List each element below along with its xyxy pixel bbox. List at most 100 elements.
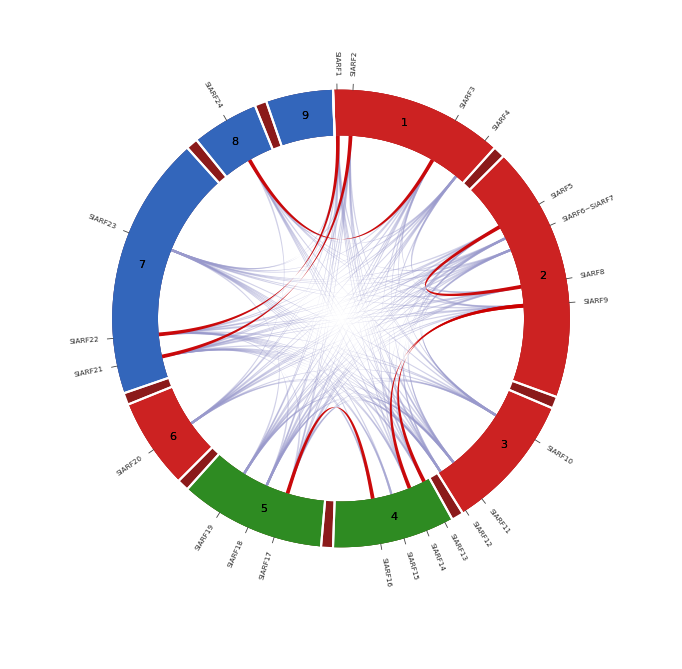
- Polygon shape: [389, 226, 500, 488]
- Polygon shape: [190, 159, 434, 424]
- Polygon shape: [248, 136, 352, 233]
- Polygon shape: [159, 332, 442, 472]
- Polygon shape: [404, 249, 511, 472]
- Polygon shape: [171, 249, 522, 297]
- Polygon shape: [286, 397, 455, 494]
- Polygon shape: [190, 159, 284, 424]
- Polygon shape: [171, 249, 425, 482]
- Text: 1: 1: [401, 118, 408, 128]
- Polygon shape: [402, 159, 524, 308]
- Text: SiARF20: SiARF20: [116, 455, 144, 477]
- Text: SiARF3: SiARF3: [460, 85, 477, 110]
- Polygon shape: [190, 175, 457, 424]
- Polygon shape: [159, 331, 496, 416]
- Polygon shape: [243, 159, 434, 474]
- Polygon shape: [333, 90, 494, 183]
- Text: SiARF22: SiARF22: [70, 337, 100, 345]
- Polygon shape: [190, 136, 352, 424]
- Polygon shape: [267, 90, 335, 145]
- Polygon shape: [389, 175, 457, 482]
- Polygon shape: [248, 159, 455, 464]
- Polygon shape: [398, 304, 524, 482]
- Polygon shape: [471, 157, 569, 397]
- Text: SiARF10: SiARF10: [545, 444, 574, 466]
- Polygon shape: [411, 175, 524, 308]
- Polygon shape: [162, 286, 522, 358]
- Polygon shape: [337, 136, 411, 488]
- Polygon shape: [337, 136, 425, 482]
- Polygon shape: [265, 136, 339, 486]
- Polygon shape: [265, 379, 496, 486]
- Text: SiARF13: SiARF13: [449, 533, 467, 563]
- Polygon shape: [162, 226, 500, 358]
- Polygon shape: [171, 136, 339, 269]
- Polygon shape: [421, 237, 506, 416]
- Polygon shape: [265, 136, 352, 486]
- Polygon shape: [403, 237, 506, 472]
- Polygon shape: [243, 286, 522, 474]
- Polygon shape: [190, 381, 442, 472]
- Polygon shape: [438, 390, 552, 512]
- Polygon shape: [159, 332, 425, 482]
- Polygon shape: [162, 345, 496, 416]
- Polygon shape: [248, 159, 457, 244]
- Polygon shape: [471, 157, 569, 397]
- Polygon shape: [265, 159, 434, 486]
- Polygon shape: [248, 159, 511, 271]
- Polygon shape: [159, 159, 434, 336]
- Polygon shape: [265, 237, 506, 486]
- Text: SiARF12: SiARF12: [471, 520, 492, 549]
- Polygon shape: [248, 159, 442, 472]
- Polygon shape: [265, 286, 522, 486]
- Polygon shape: [159, 332, 393, 494]
- Polygon shape: [390, 304, 524, 489]
- Polygon shape: [129, 387, 211, 480]
- Polygon shape: [162, 349, 411, 488]
- Polygon shape: [248, 159, 496, 416]
- Polygon shape: [243, 175, 457, 474]
- Polygon shape: [197, 106, 272, 176]
- Text: SiARF19: SiARF19: [194, 522, 215, 551]
- Polygon shape: [286, 175, 457, 494]
- Text: 4: 4: [391, 512, 398, 522]
- Polygon shape: [248, 159, 425, 482]
- Polygon shape: [337, 136, 496, 416]
- Polygon shape: [171, 249, 511, 284]
- Polygon shape: [190, 304, 524, 424]
- Polygon shape: [171, 159, 434, 271]
- Polygon shape: [162, 349, 393, 494]
- Polygon shape: [265, 399, 442, 486]
- Polygon shape: [286, 249, 511, 494]
- Text: SiARF6~SiARF7: SiARF6~SiARF7: [561, 194, 616, 223]
- Polygon shape: [159, 136, 352, 336]
- Polygon shape: [129, 387, 211, 480]
- Polygon shape: [162, 349, 374, 499]
- Circle shape: [158, 135, 524, 502]
- Text: SiARF24: SiARF24: [202, 81, 222, 110]
- Polygon shape: [248, 159, 524, 308]
- Text: 6: 6: [169, 432, 176, 442]
- Text: SiARF17: SiARF17: [258, 549, 273, 580]
- Polygon shape: [248, 159, 522, 293]
- Polygon shape: [349, 136, 496, 416]
- Polygon shape: [162, 159, 434, 358]
- Text: 8: 8: [231, 137, 239, 147]
- Polygon shape: [265, 396, 455, 486]
- Polygon shape: [265, 175, 457, 486]
- Text: SiARF2: SiARF2: [351, 51, 358, 76]
- Polygon shape: [159, 286, 522, 336]
- Polygon shape: [171, 237, 506, 282]
- Polygon shape: [190, 226, 500, 424]
- Text: 4: 4: [391, 512, 398, 522]
- Polygon shape: [162, 349, 301, 494]
- Polygon shape: [337, 136, 455, 464]
- Polygon shape: [333, 478, 452, 547]
- Text: SiARF23: SiARF23: [87, 213, 117, 230]
- Polygon shape: [171, 249, 455, 464]
- Polygon shape: [190, 249, 511, 424]
- Polygon shape: [243, 395, 442, 474]
- Text: SiARF8: SiARF8: [579, 269, 606, 280]
- Polygon shape: [171, 249, 496, 416]
- Polygon shape: [248, 159, 434, 240]
- Polygon shape: [243, 393, 455, 474]
